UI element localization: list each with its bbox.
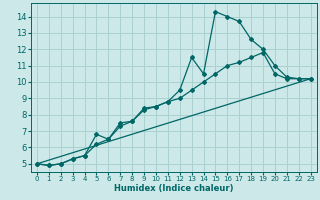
X-axis label: Humidex (Indice chaleur): Humidex (Indice chaleur) xyxy=(114,184,234,193)
